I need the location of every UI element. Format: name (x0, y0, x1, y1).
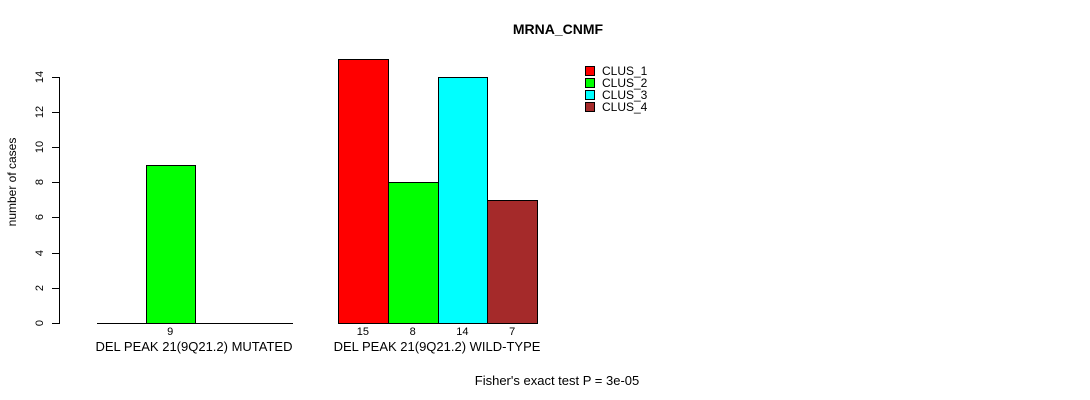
y-tick (52, 111, 59, 113)
y-tick (52, 147, 59, 148)
bar-value-label: 8 (409, 326, 416, 338)
x-axis-label-mutated: DEL PEAK 21(9Q21.2) MUTATED (95, 339, 293, 354)
bar-value-label: 15 (356, 326, 369, 338)
legend-item-clus-4: CLUS_4 (585, 101, 647, 113)
y-axis-line (59, 76, 60, 324)
bar-clus-1-group2 (338, 59, 389, 323)
legend-item-clus-2: CLUS_2 (585, 77, 647, 89)
bar-clus-2-group1 (145, 164, 196, 323)
y-axis-label: number of cases (5, 137, 19, 227)
y-tick-label: 2 (34, 284, 46, 291)
y-tick-label: 8 (34, 179, 46, 186)
y-tick-label: 0 (34, 319, 46, 327)
y-tick (52, 287, 59, 289)
bar-value-label: 14 (456, 326, 469, 338)
y-tick-label: 4 (34, 249, 46, 256)
legend-swatch-clus-1 (585, 66, 595, 76)
x-axis-label-wild-type: DEL PEAK 21(9Q21.2) WILD-TYPE (333, 339, 541, 354)
bar-value-label: 7 (509, 326, 516, 338)
bar-clus-2-group2 (387, 182, 439, 323)
x-axis-line (338, 323, 538, 324)
x-axis-line (97, 323, 293, 324)
y-tick-label: 10 (34, 140, 46, 154)
legend-item-clus-1: CLUS_1 (585, 65, 647, 77)
footnote-fishers-test: Fisher's exact test P = 3e-05 (474, 373, 640, 388)
y-tick (52, 182, 59, 184)
y-tick-label: 12 (34, 105, 46, 118)
bar-value-label: 9 (167, 326, 174, 338)
legend-label-clus-3: CLUS_3 (602, 88, 648, 102)
y-tick (52, 323, 59, 324)
legend-item-clus-3: CLUS_3 (585, 89, 647, 101)
legend-swatch-clus-2 (585, 78, 595, 88)
legend-swatch-clus-4 (585, 102, 595, 112)
y-tick-label: 14 (34, 70, 46, 83)
bar-clus-4-group2 (487, 199, 538, 323)
y-tick (52, 217, 59, 219)
legend: CLUS_1 CLUS_2 CLUS_3 CLUS_4 (585, 65, 647, 113)
bar-clus-3-group2 (437, 76, 489, 323)
legend-label-clus-4: CLUS_4 (602, 100, 648, 114)
legend-label-clus-2: CLUS_2 (602, 76, 648, 90)
y-tick (52, 76, 59, 78)
chart-title: MRNA_CNMF (512, 21, 604, 37)
y-tick (52, 252, 59, 254)
legend-label-clus-1: CLUS_1 (602, 64, 648, 78)
legend-swatch-clus-3 (585, 90, 595, 100)
y-tick-label: 6 (34, 214, 46, 221)
